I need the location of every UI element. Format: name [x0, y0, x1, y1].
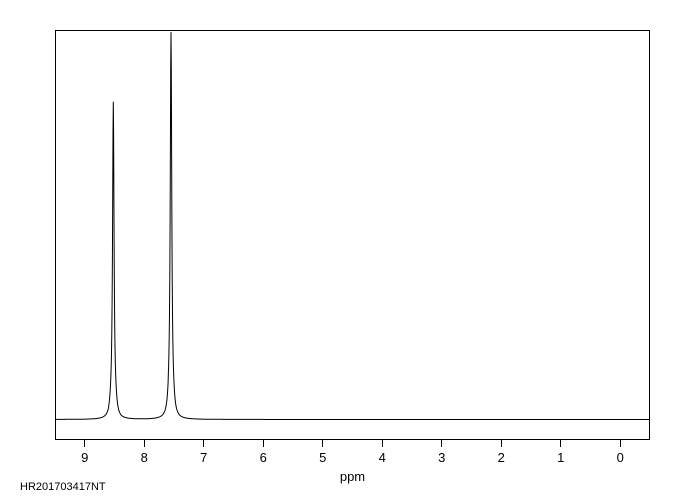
x-tick-label: 1 [557, 450, 564, 465]
x-tick-label: 0 [617, 450, 624, 465]
x-tick-label: 4 [379, 450, 386, 465]
x-tick-label: 2 [498, 450, 505, 465]
x-tick [620, 440, 621, 447]
x-tick-label: 3 [438, 450, 445, 465]
x-tick-label: 6 [260, 450, 267, 465]
footer-code: HR201703417NT [20, 481, 106, 493]
x-tick [144, 440, 145, 447]
x-tick-label: 5 [319, 450, 326, 465]
x-tick-label: 7 [200, 450, 207, 465]
x-tick [322, 440, 323, 447]
x-tick [263, 440, 264, 447]
x-tick [203, 440, 204, 447]
x-axis-label: ppm [340, 469, 365, 484]
x-tick [560, 440, 561, 447]
x-tick-label: 8 [141, 450, 148, 465]
x-tick [441, 440, 442, 447]
x-tick [382, 440, 383, 447]
x-tick [84, 440, 85, 447]
x-tick [501, 440, 502, 447]
spectrum-line [0, 0, 682, 500]
x-tick-label: 9 [81, 450, 88, 465]
